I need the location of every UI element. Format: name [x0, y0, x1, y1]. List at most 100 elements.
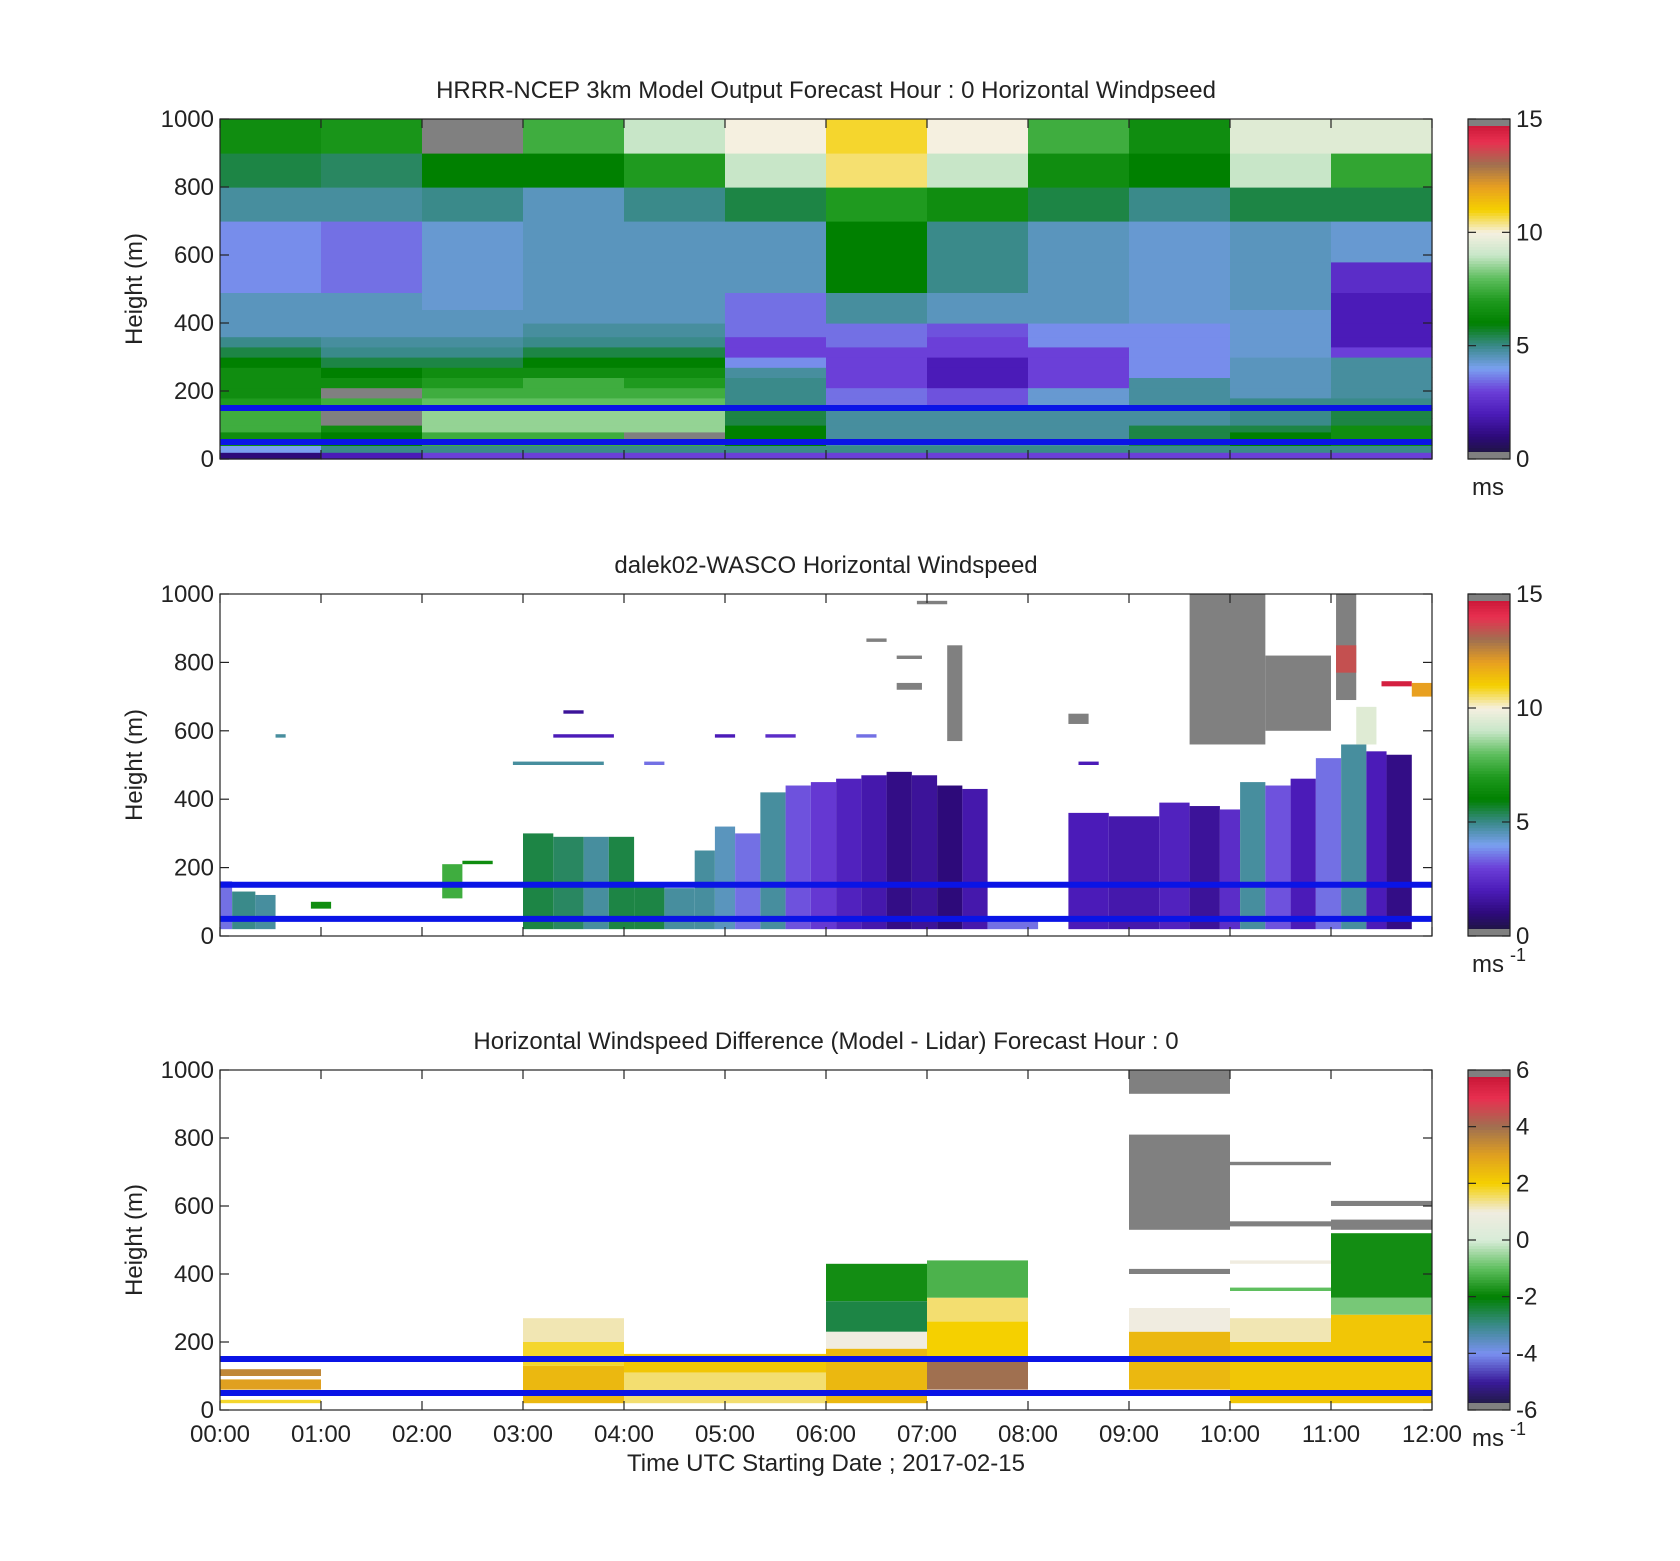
- colorbar-cap: [1468, 452, 1510, 459]
- heatmap-cell: [725, 408, 827, 419]
- colorbar-swatch: [1468, 776, 1510, 780]
- colorbar-swatch: [1468, 155, 1510, 160]
- heatmap-cell: [523, 357, 625, 368]
- colorbar-swatch: [1468, 371, 1510, 375]
- heatmap-cell: [760, 792, 786, 930]
- colorbar-swatch: [1468, 1268, 1510, 1272]
- heatmap-cell: [1240, 782, 1266, 930]
- colorbar-swatch: [1468, 1305, 1510, 1309]
- heatmap-cell: [523, 1342, 624, 1366]
- colorbar-swatch: [1468, 599, 1510, 604]
- colorbar-swatch: [1468, 1359, 1510, 1363]
- heatmap-cell: [220, 323, 322, 338]
- colorbar-swatch: [1468, 1101, 1510, 1105]
- colorbar-swatch: [1468, 184, 1510, 188]
- colorbar-swatch: [1468, 1288, 1510, 1292]
- colorbar-swatch: [1468, 436, 1510, 440]
- colorbar-swatch: [1468, 1129, 1510, 1133]
- heatmap-cell: [1331, 387, 1433, 399]
- heatmap-cell: [1129, 377, 1231, 389]
- colorbar-swatch: [1468, 1234, 1510, 1238]
- colorbar-swatch: [1468, 274, 1510, 279]
- colorbar-swatch: [1468, 198, 1510, 202]
- heatmap-cell: [422, 367, 524, 378]
- colorbar-swatch: [1468, 608, 1510, 612]
- colorbar-swatch: [1468, 311, 1510, 315]
- heatmap-cell: [422, 336, 524, 348]
- colorbar-swatch: [1468, 722, 1510, 726]
- heatmap-cell: [1129, 418, 1231, 426]
- heatmap-cell: [1230, 309, 1332, 324]
- x-tick-label: 02:00: [392, 1421, 452, 1448]
- colorbar-swatch: [1468, 628, 1510, 632]
- colorbar-swatch: [1468, 1189, 1510, 1193]
- colorbar-swatch: [1468, 141, 1510, 145]
- heatmap-cell: [523, 1365, 624, 1404]
- heatmap-cell: [1230, 261, 1332, 293]
- panel-3: [219, 1069, 1511, 1411]
- heatmap-cell: [523, 397, 625, 409]
- colorbar-cap: [1468, 1070, 1510, 1077]
- heatmap-cell: [462, 860, 493, 865]
- heatmap-cell: [1028, 221, 1130, 263]
- heatmap-cell: [624, 346, 726, 358]
- heatmap-cell: [220, 881, 233, 930]
- colorbar-swatch: [1468, 1118, 1510, 1122]
- heatmap-cell: [1028, 387, 1130, 399]
- colorbar-swatch: [1468, 144, 1510, 148]
- heatmap-cell: [856, 734, 877, 738]
- heatmap-cell: [523, 336, 625, 348]
- heatmap-cell: [310, 901, 332, 909]
- x-tick-label: 12:00: [1402, 1421, 1462, 1448]
- heatmap-cell: [826, 323, 928, 338]
- colorbar-swatch: [1468, 1310, 1510, 1315]
- colorbar-swatch: [1468, 625, 1510, 629]
- colorbar-swatch: [1468, 269, 1510, 273]
- colorbar-swatch: [1468, 243, 1510, 247]
- heatmap-cell: [220, 119, 322, 154]
- heatmap-cell: [1129, 153, 1231, 188]
- heatmap-cell: [1411, 682, 1432, 697]
- colorbar-swatch: [1468, 1378, 1510, 1383]
- colorbar-swatch: [1468, 223, 1510, 228]
- colorbar-swatch: [1468, 391, 1510, 395]
- colorbar-tick-label: 0: [1516, 1227, 1529, 1254]
- colorbar-unit: ms: [1472, 1425, 1504, 1452]
- colorbar-swatch: [1468, 759, 1510, 763]
- heatmap-cell: [1028, 261, 1130, 293]
- heatmap-cell: [321, 221, 423, 263]
- colorbar-swatch: [1468, 1208, 1510, 1213]
- colorbar-swatch: [1468, 1115, 1510, 1119]
- heatmap-cell: [896, 655, 922, 659]
- colorbar-swatch: [1468, 249, 1510, 253]
- heatmap-cell: [911, 775, 938, 930]
- heatmap-cell: [1230, 346, 1332, 358]
- colorbar-swatch: [1468, 819, 1510, 823]
- colorbar-swatch: [1468, 337, 1510, 341]
- colorbar-swatch: [1468, 1177, 1510, 1181]
- colorbar-swatch: [1468, 385, 1510, 389]
- colorbar-tick-label: 5: [1516, 333, 1529, 360]
- heatmap-cell: [422, 261, 524, 293]
- heatmap-cell: [1230, 357, 1332, 368]
- heatmap-cell: [220, 357, 322, 368]
- colorbar-swatch: [1468, 161, 1510, 165]
- heatmap-cell: [1331, 346, 1433, 358]
- heatmap-cell: [826, 357, 928, 368]
- heatmap-cell: [826, 418, 928, 426]
- colorbar-swatch: [1468, 345, 1510, 349]
- colorbar-swatch: [1468, 1262, 1510, 1266]
- heatmap-cell: [220, 445, 322, 453]
- colorbar-swatch: [1468, 416, 1510, 420]
- heatmap-cell: [1028, 408, 1130, 419]
- heatmap-cell: [321, 431, 423, 440]
- colorbar-swatch: [1468, 787, 1510, 792]
- y-tick-label: 200: [174, 378, 214, 405]
- heatmap-cell: [1028, 425, 1130, 433]
- colorbar-swatch: [1468, 1075, 1510, 1079]
- heatmap-cell: [422, 397, 524, 409]
- heatmap-cell: [826, 346, 928, 358]
- colorbar-swatch: [1468, 856, 1510, 860]
- heatmap-cell: [523, 387, 625, 399]
- heatmap-cell: [321, 336, 423, 348]
